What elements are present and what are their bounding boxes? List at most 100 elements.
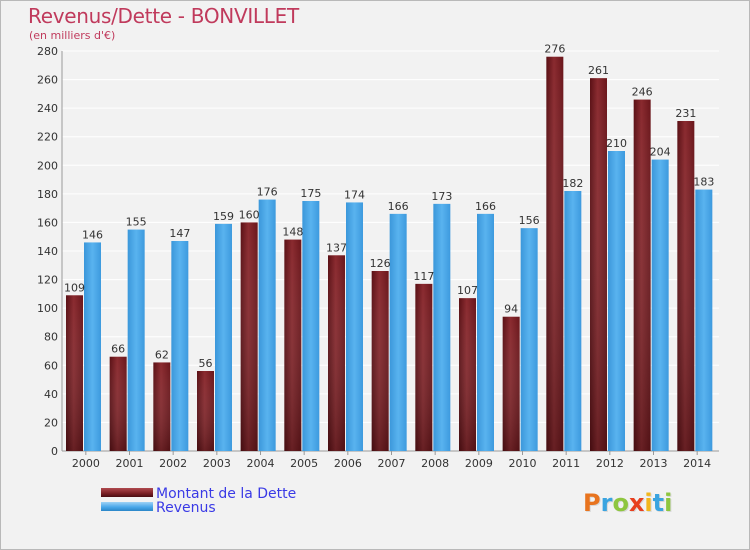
- bar-revenue: [564, 191, 582, 451]
- data-label-revenue: 156: [519, 214, 540, 227]
- data-label-revenue: 204: [650, 146, 671, 159]
- bar-debt-shade: [502, 316, 520, 451]
- bar-revenue: [302, 201, 320, 451]
- data-label-debt: 148: [282, 226, 303, 239]
- data-label-revenue: 166: [388, 200, 409, 213]
- bar-debt-shade: [590, 78, 607, 452]
- y-tick-label: 0: [51, 445, 58, 458]
- logo-letter: P: [583, 489, 601, 517]
- bar-debt-shade: [677, 121, 695, 451]
- bar-debt-shade: [459, 298, 476, 451]
- x-tick-label: 2014: [683, 457, 711, 470]
- data-label-revenue: 166: [475, 200, 496, 213]
- data-label-revenue: 147: [169, 227, 190, 240]
- x-tick-label: 2000: [72, 457, 100, 470]
- y-tick-label: 120: [37, 274, 58, 287]
- bar-debt-shade: [66, 295, 83, 451]
- data-label-debt: 94: [504, 303, 518, 316]
- x-tick-label: 2006: [334, 457, 362, 470]
- data-label-revenue: 183: [693, 176, 714, 189]
- y-tick-label: 40: [44, 388, 58, 401]
- x-tick-label: 2010: [509, 457, 537, 470]
- data-label-revenue: 210: [606, 137, 627, 150]
- bar-debt-shade: [284, 239, 302, 451]
- data-label-revenue: 173: [431, 190, 452, 203]
- y-tick-label: 200: [37, 159, 58, 172]
- legend-swatch-revenue: [101, 502, 153, 511]
- bar-revenue: [171, 241, 189, 451]
- x-tick-label: 2002: [159, 457, 187, 470]
- data-label-debt: 276: [544, 43, 565, 56]
- bar-debt-shade: [633, 99, 651, 452]
- data-label-revenue: 182: [562, 177, 583, 190]
- data-label-revenue: 176: [257, 186, 278, 199]
- bar-debt-shade: [240, 222, 258, 451]
- y-tick-label: 180: [37, 188, 58, 201]
- bar-debt-shade: [328, 255, 345, 451]
- bar-revenue: [215, 223, 232, 451]
- data-label-revenue: 159: [213, 210, 234, 223]
- data-label-debt: 261: [588, 64, 609, 77]
- x-tick-label: 2007: [378, 457, 406, 470]
- x-tick-label: 2012: [596, 457, 624, 470]
- bar-revenue: [608, 151, 625, 451]
- bar-debt-shade: [415, 283, 433, 451]
- bar-revenue: [389, 213, 407, 451]
- x-tick-label: 2003: [203, 457, 231, 470]
- legend-label-revenue: Revenus: [156, 500, 216, 516]
- data-label-revenue: 174: [344, 188, 365, 201]
- bar-debt-shade: [153, 362, 171, 451]
- logo-letter: r: [600, 489, 613, 517]
- data-label-debt: 137: [326, 241, 347, 254]
- bar-revenue: [346, 202, 363, 451]
- y-tick-label: 60: [44, 359, 58, 372]
- data-label-debt: 62: [155, 348, 169, 361]
- data-label-debt: 231: [675, 107, 696, 120]
- y-tick-label: 160: [37, 216, 58, 229]
- x-tick-label: 2005: [290, 457, 318, 470]
- y-tick-label: 80: [44, 331, 58, 344]
- bar-revenue: [695, 189, 713, 452]
- data-label-revenue: 146: [82, 228, 103, 241]
- logo-letter: i: [644, 489, 653, 517]
- x-tick-label: 2001: [116, 457, 144, 470]
- y-tick-label: 220: [37, 131, 58, 144]
- y-tick-label: 20: [44, 416, 58, 429]
- logo-letter: x: [628, 489, 645, 517]
- data-label-revenue: 155: [126, 216, 147, 229]
- data-label-debt: 160: [239, 208, 260, 221]
- y-tick-label: 140: [37, 245, 58, 258]
- data-label-debt: 117: [413, 270, 434, 283]
- chart-subtitle: (en milliers d'€): [29, 29, 116, 42]
- bar-revenue: [258, 199, 276, 451]
- legend-label-debt: Montant de la Dette: [156, 486, 297, 502]
- data-label-debt: 246: [632, 86, 653, 99]
- bar-debt-shade: [546, 56, 564, 451]
- data-label-revenue: 175: [300, 187, 321, 200]
- legend-swatch-debt: [101, 488, 153, 497]
- bar-debt-shade: [371, 271, 389, 451]
- bar-revenue: [477, 213, 494, 451]
- bar-debt-shade: [197, 371, 214, 451]
- proxiti-logo: Proxiti: [583, 489, 672, 517]
- data-label-debt: 126: [370, 257, 391, 270]
- logo-letter: t: [652, 489, 665, 517]
- chart-title: Revenus/Dette - BONVILLET: [28, 4, 299, 28]
- y-tick-label: 100: [37, 302, 58, 315]
- x-tick-label: 2004: [247, 457, 275, 470]
- bar-revenue: [651, 159, 669, 452]
- y-tick-label: 240: [37, 102, 58, 115]
- data-label-debt: 109: [64, 281, 85, 294]
- bar-revenue: [520, 228, 538, 451]
- data-label-debt: 66: [111, 343, 125, 356]
- data-label-debt: 56: [199, 357, 213, 370]
- bar-debt-shade: [109, 356, 127, 451]
- bar-revenue: [84, 242, 101, 451]
- bar-revenue: [127, 229, 145, 451]
- data-label-debt: 107: [457, 284, 478, 297]
- logo-letter: o: [612, 489, 629, 517]
- x-tick-label: 2013: [640, 457, 668, 470]
- logo-letter: i: [664, 489, 673, 517]
